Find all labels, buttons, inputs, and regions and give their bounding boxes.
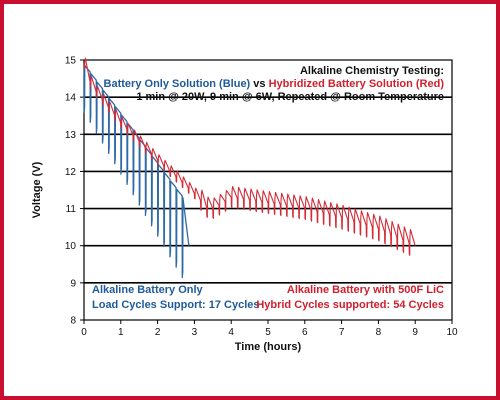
y-tick-label-8: 8 xyxy=(70,316,76,327)
annotation-battery-only-line-1: Alkaline Battery Only xyxy=(92,284,204,296)
x-tick-label-7: 7 xyxy=(339,327,345,338)
x-tick-label-1: 1 xyxy=(118,327,124,338)
x-axis-title: Time (hours) xyxy=(235,341,302,353)
chart-title-line-1-part-1: Alkaline Chemistry Testing: xyxy=(300,65,444,77)
chart-title-line-2-part-2: vs xyxy=(250,78,268,90)
y-tick-label-12: 12 xyxy=(65,167,77,178)
chart-title-line-1: Alkaline Chemistry Testing: xyxy=(300,65,444,77)
chart-title-line-2-part-3: Hybridized Battery Solution (Red) xyxy=(269,78,445,90)
y-axis-title: Voltage (V) xyxy=(31,161,43,218)
annotation-battery-only-line-2: Load Cycles Support: 17 Cycles xyxy=(92,299,260,311)
y-tick-label-11: 11 xyxy=(66,204,77,215)
series-hybrid-line xyxy=(83,57,416,256)
y-tick-label-10: 10 xyxy=(65,241,77,252)
x-tick-label-5: 5 xyxy=(265,327,271,338)
y-tick-label-14: 14 xyxy=(65,93,77,104)
x-tick-label-8: 8 xyxy=(376,327,382,338)
annotation-hybrid-line-1: Alkaline Battery with 500F LiC xyxy=(287,284,444,296)
annotation-hybrid-line-2: Hybrid Cycles supported: 54 Cycles xyxy=(256,299,444,311)
series-battery-only-line xyxy=(83,63,190,279)
chart-title-line-3: 1 min @ 20W, 9 min @ 6W, Repeated @ Room… xyxy=(136,91,444,103)
y-tick-label-15: 15 xyxy=(65,56,77,67)
chart-title-line-3-part-1: 1 min @ 20W, 9 min @ 6W, Repeated @ Room… xyxy=(136,91,444,103)
x-tick-label-4: 4 xyxy=(228,327,234,338)
x-tick-label-9: 9 xyxy=(412,327,418,338)
x-tick-label-0: 0 xyxy=(81,327,87,338)
x-tick-label-6: 6 xyxy=(302,327,308,338)
y-tick-label-9: 9 xyxy=(70,278,76,289)
chart-title-line-2-part-1: Battery Only Solution (Blue) xyxy=(104,78,251,90)
x-tick-label-10: 10 xyxy=(446,327,458,338)
x-tick-label-2: 2 xyxy=(155,327,161,338)
x-tick-label-3: 3 xyxy=(192,327,198,338)
y-tick-label-13: 13 xyxy=(65,130,77,141)
chart-title-line-2: Battery Only Solution (Blue) vs Hybridiz… xyxy=(104,78,445,90)
